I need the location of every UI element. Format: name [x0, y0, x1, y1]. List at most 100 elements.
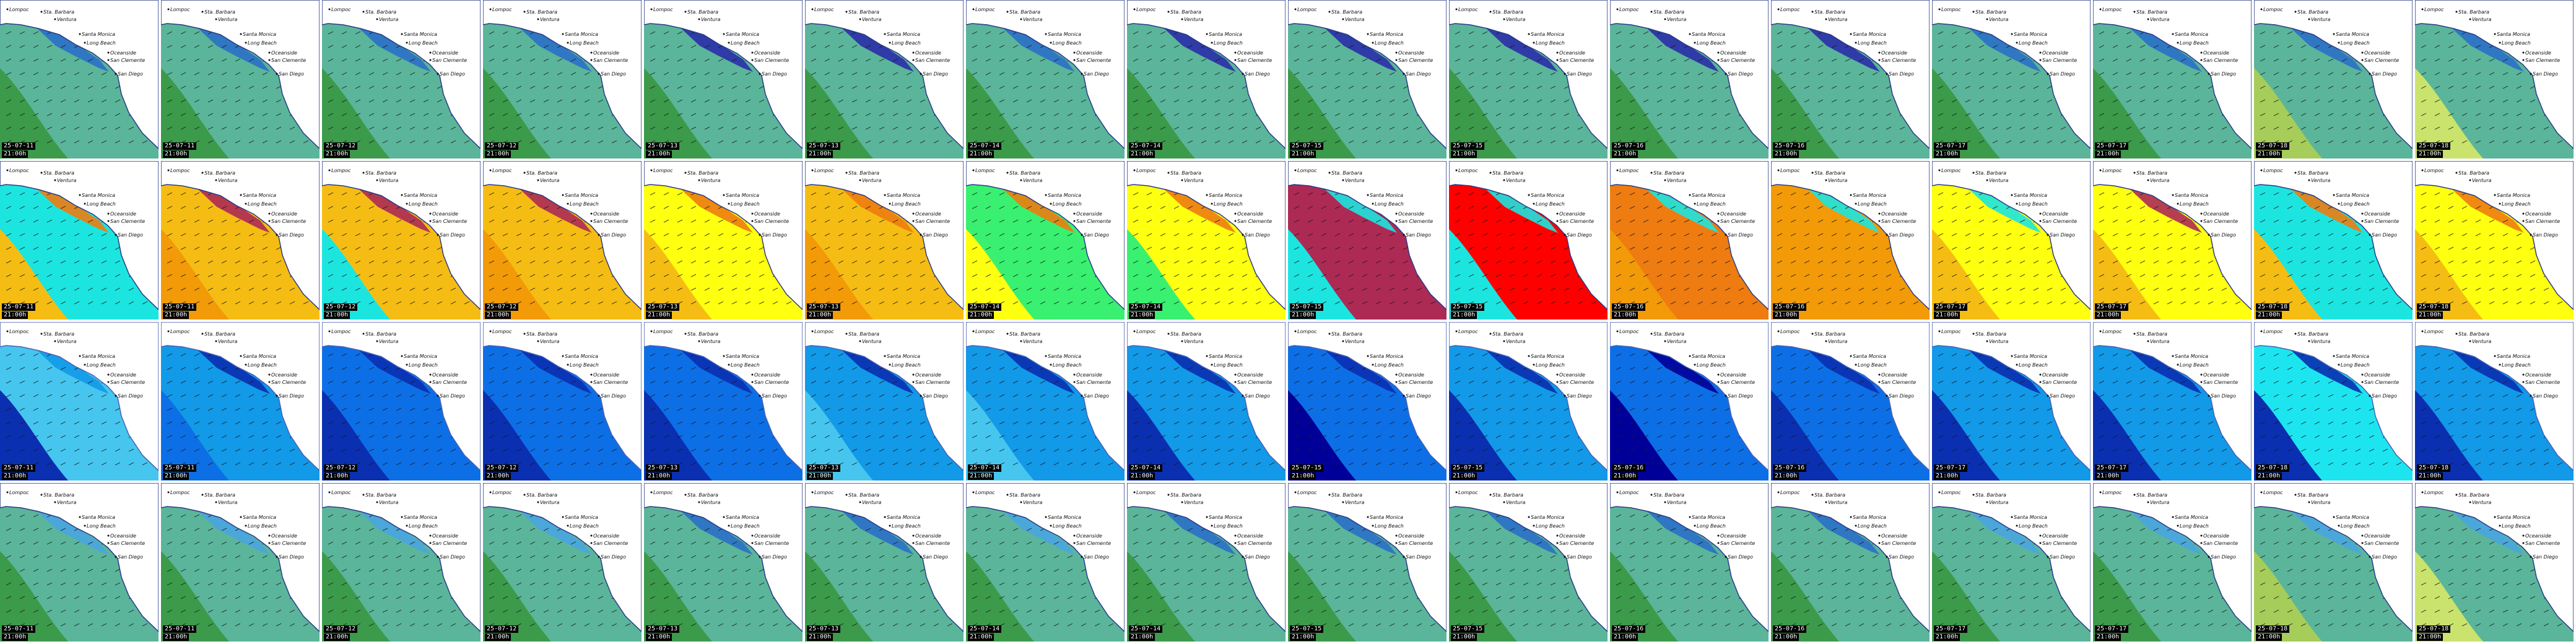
- place-label: Santa Monica: [82, 354, 115, 359]
- place-marker: [684, 172, 687, 174]
- place-label: Sta. Barbara: [43, 492, 74, 498]
- swell-height-row-2-tile: Lompoc Sta. Barbara Ventura Santa Monica Lon…: [805, 483, 964, 642]
- place-marker: [2455, 172, 2458, 174]
- place-label: San Diego: [1084, 71, 1109, 77]
- place-marker: [912, 373, 915, 376]
- map-canvas: Lompoc Sta. Barbara Ventura Santa Monica Lon…: [2254, 161, 2413, 320]
- place-label: Oceanside: [2364, 372, 2390, 378]
- nearshore-region: [359, 28, 431, 72]
- place-label: San Diego: [2372, 71, 2397, 77]
- place-marker: [1294, 491, 1297, 494]
- place-marker: [2369, 555, 2371, 558]
- place-marker: [406, 41, 408, 44]
- land-mass: [1771, 483, 1930, 633]
- place-label: San Diego: [2372, 232, 2397, 238]
- place-marker: [912, 59, 915, 61]
- land-mass: [0, 161, 159, 311]
- place-marker: [751, 534, 754, 537]
- wind-speed-row-tile: Lompoc Sta. Barbara Ventura Santa Monica Lon…: [644, 322, 803, 481]
- place-label: Oceanside: [1720, 533, 1746, 539]
- time-stamp: 21:00h: [1773, 150, 1799, 158]
- offshore-region: [805, 229, 873, 320]
- place-marker: [1211, 524, 1213, 527]
- place-marker: [6, 8, 9, 11]
- place-label: Long Beach: [1053, 523, 1082, 529]
- place-marker: [1050, 202, 1052, 205]
- place-marker: [1825, 179, 1827, 181]
- place-marker: [276, 72, 278, 75]
- place-label: Sta. Barbara: [204, 170, 235, 176]
- place-marker: [2011, 355, 2013, 357]
- place-marker: [2208, 394, 2210, 397]
- wind-speed-row-tile: Lompoc Sta. Barbara Ventura Santa Monica Lon…: [1288, 322, 1447, 481]
- offshore-region: [2415, 68, 2483, 159]
- place-marker: [2361, 220, 2364, 222]
- place-label: San Clemente: [1398, 380, 1433, 385]
- place-marker: [698, 501, 700, 503]
- place-label: Ventura: [1345, 339, 1364, 344]
- place-marker: [811, 491, 814, 494]
- place-label: Santa Monica: [887, 32, 920, 37]
- place-label: Sta. Barbara: [2458, 492, 2489, 498]
- place-marker: [1294, 169, 1297, 172]
- map-canvas: Lompoc Sta. Barbara Ventura Santa Monica Lon…: [644, 483, 803, 642]
- place-label: San Clemente: [1237, 541, 1272, 546]
- place-label: Sta. Barbara: [1009, 331, 1040, 337]
- place-marker: [107, 220, 110, 222]
- place-marker: [1938, 169, 1941, 172]
- place-label: Ventura: [1345, 17, 1364, 22]
- place-label: San Clemente: [593, 58, 628, 63]
- land-mass: [805, 0, 964, 150]
- place-marker: [751, 542, 754, 544]
- map-canvas: Lompoc Sta. Barbara Ventura Santa Monica Lon…: [2093, 161, 2252, 320]
- place-label: Sta. Barbara: [2297, 331, 2328, 337]
- place-marker: [845, 494, 848, 496]
- place-marker: [759, 394, 761, 397]
- place-marker: [1717, 212, 1720, 215]
- place-label: Long Beach: [87, 201, 116, 207]
- place-marker: [2361, 534, 2364, 537]
- place-marker: [2039, 220, 2042, 222]
- place-label: San Clemente: [271, 58, 306, 63]
- place-label: Sta. Barbara: [1975, 170, 2006, 176]
- place-marker: [2016, 41, 2018, 44]
- place-label: Santa Monica: [2175, 193, 2208, 198]
- place-marker: [884, 194, 886, 196]
- nearshore-region: [1164, 350, 1236, 394]
- place-marker: [537, 340, 539, 342]
- map-canvas: Lompoc Sta. Barbara Ventura Santa Monica Lon…: [1449, 322, 1608, 481]
- wave-period-row-tile: Lompoc Sta. Barbara Ventura Santa Monica Lon…: [966, 161, 1125, 320]
- place-marker: [1694, 363, 1696, 366]
- place-label: Sta. Barbara: [204, 9, 235, 15]
- place-label: Sta. Barbara: [1814, 492, 1845, 498]
- offshore-region: [1610, 551, 1678, 642]
- place-marker: [1020, 179, 1022, 181]
- offshore-region: [161, 68, 229, 159]
- place-label: San Diego: [279, 232, 304, 238]
- place-marker: [2494, 355, 2496, 357]
- place-label: San Diego: [1084, 554, 1109, 560]
- place-marker: [328, 8, 331, 11]
- map-canvas: Lompoc Sta. Barbara Ventura Santa Monica Lon…: [966, 0, 1125, 159]
- place-marker: [2522, 51, 2525, 54]
- land-mass: [1449, 483, 1608, 633]
- place-label: Long Beach: [1536, 201, 1565, 207]
- place-label: San Clemente: [271, 541, 306, 546]
- date-stamp: 25-07-14: [1129, 142, 1163, 150]
- land-mass: [805, 322, 964, 472]
- place-label: Ventura: [1989, 178, 2008, 183]
- place-marker: [1020, 501, 1022, 503]
- date-stamp: 25-07-17: [1934, 625, 1968, 633]
- place-marker: [1489, 172, 1492, 174]
- place-marker: [1855, 202, 1857, 205]
- place-label: San Clemente: [271, 219, 306, 224]
- place-marker: [2494, 194, 2496, 196]
- land-mass: [322, 0, 481, 150]
- place-label: Long Beach: [892, 362, 921, 368]
- time-stamp: 21:00h: [324, 150, 350, 158]
- nearshore-region: [2452, 28, 2524, 72]
- place-label: San Clemente: [2203, 541, 2238, 546]
- direction-arrows: [328, 178, 470, 305]
- wave-period-row-tile: Lompoc Sta. Barbara Ventura Santa Monica Lon…: [0, 161, 159, 320]
- place-label: Lompoc: [1780, 329, 1800, 334]
